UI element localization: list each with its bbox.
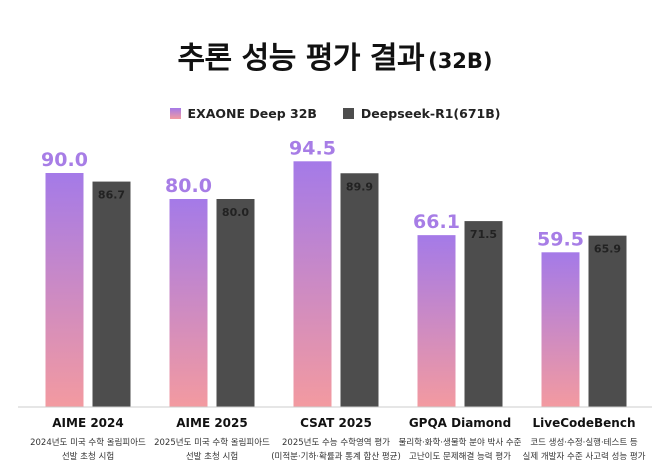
value-label-deepseek-1: 80.0 bbox=[222, 206, 249, 219]
legend-label-deepseek: Deepseek-R1(671B) bbox=[360, 106, 501, 121]
legend-item-exaone: EXAONE Deep 32B bbox=[169, 106, 317, 121]
chart-title: 추론 성능 평가 결과 bbox=[177, 41, 425, 76]
category-desc-1-0: 2025년도 미국 수학 올림피아드 bbox=[154, 437, 270, 448]
value-label-exaone-1: 80.0 bbox=[165, 175, 212, 197]
legend-label-exaone: EXAONE Deep 32B bbox=[187, 106, 317, 121]
value-label-exaone-3: 66.1 bbox=[413, 211, 460, 233]
value-label-deepseek-4: 65.9 bbox=[594, 243, 621, 256]
bar-deepseek-3 bbox=[464, 221, 503, 407]
bar-exaone-2 bbox=[293, 161, 332, 407]
category-desc-3-1: 고난이도 문제해결 능력 평가 bbox=[409, 451, 511, 462]
bar-deepseek-4 bbox=[588, 235, 627, 407]
category-label-2: CSAT 2025 bbox=[300, 416, 372, 430]
bar-deepseek-0 bbox=[92, 181, 131, 407]
bar-exaone-1 bbox=[169, 199, 208, 407]
category-desc-0-0: 2024년도 미국 수학 올림피아드 bbox=[30, 437, 146, 448]
category-desc-3-0: 물리학·화학·생물학 분야 박사 수준 bbox=[399, 437, 522, 448]
bar-exaone-3 bbox=[417, 235, 456, 407]
bar-exaone-0 bbox=[45, 173, 84, 407]
category-desc-0-1: 선발 초청 시험 bbox=[62, 451, 114, 462]
legend: EXAONE Deep 32B Deepseek-R1(671B) bbox=[0, 106, 670, 121]
value-label-exaone-0: 90.0 bbox=[41, 149, 88, 171]
category-label-0: AIME 2024 bbox=[52, 416, 123, 430]
value-label-deepseek-0: 86.7 bbox=[98, 189, 125, 202]
bar-exaone-4 bbox=[541, 252, 580, 407]
legend-swatch-deepseek bbox=[342, 108, 354, 119]
category-desc-2-0: 2025년도 수능 수학영역 평가 bbox=[282, 437, 390, 448]
chart-subtitle: (32B) bbox=[428, 49, 493, 73]
value-label-deepseek-3: 71.5 bbox=[470, 228, 497, 241]
category-label-4: LiveCodeBench bbox=[533, 416, 636, 430]
value-label-exaone-4: 59.5 bbox=[537, 228, 584, 250]
category-desc-2-1: (미적분·기하·확률과 통계 합산 평균) bbox=[271, 451, 401, 462]
bar-deepseek-2 bbox=[340, 173, 379, 407]
value-label-deepseek-2: 89.9 bbox=[346, 180, 373, 193]
category-desc-4-0: 코드 생성·수정·실행·테스트 등 bbox=[530, 437, 638, 448]
category-desc-1-1: 선발 초청 시험 bbox=[186, 451, 238, 462]
chart-title-block: 추론 성능 평가 결과 (32B) bbox=[0, 44, 670, 74]
category-label-3: GPQA Diamond bbox=[409, 416, 511, 430]
category-label-1: AIME 2025 bbox=[176, 416, 247, 430]
legend-item-deepseek: Deepseek-R1(671B) bbox=[342, 106, 501, 121]
legend-swatch-exaone bbox=[169, 108, 181, 119]
value-label-exaone-2: 94.5 bbox=[289, 137, 336, 159]
bar-deepseek-1 bbox=[216, 199, 255, 407]
category-desc-4-1: 실제 개발자 수준 사고력 성능 평가 bbox=[523, 451, 646, 462]
